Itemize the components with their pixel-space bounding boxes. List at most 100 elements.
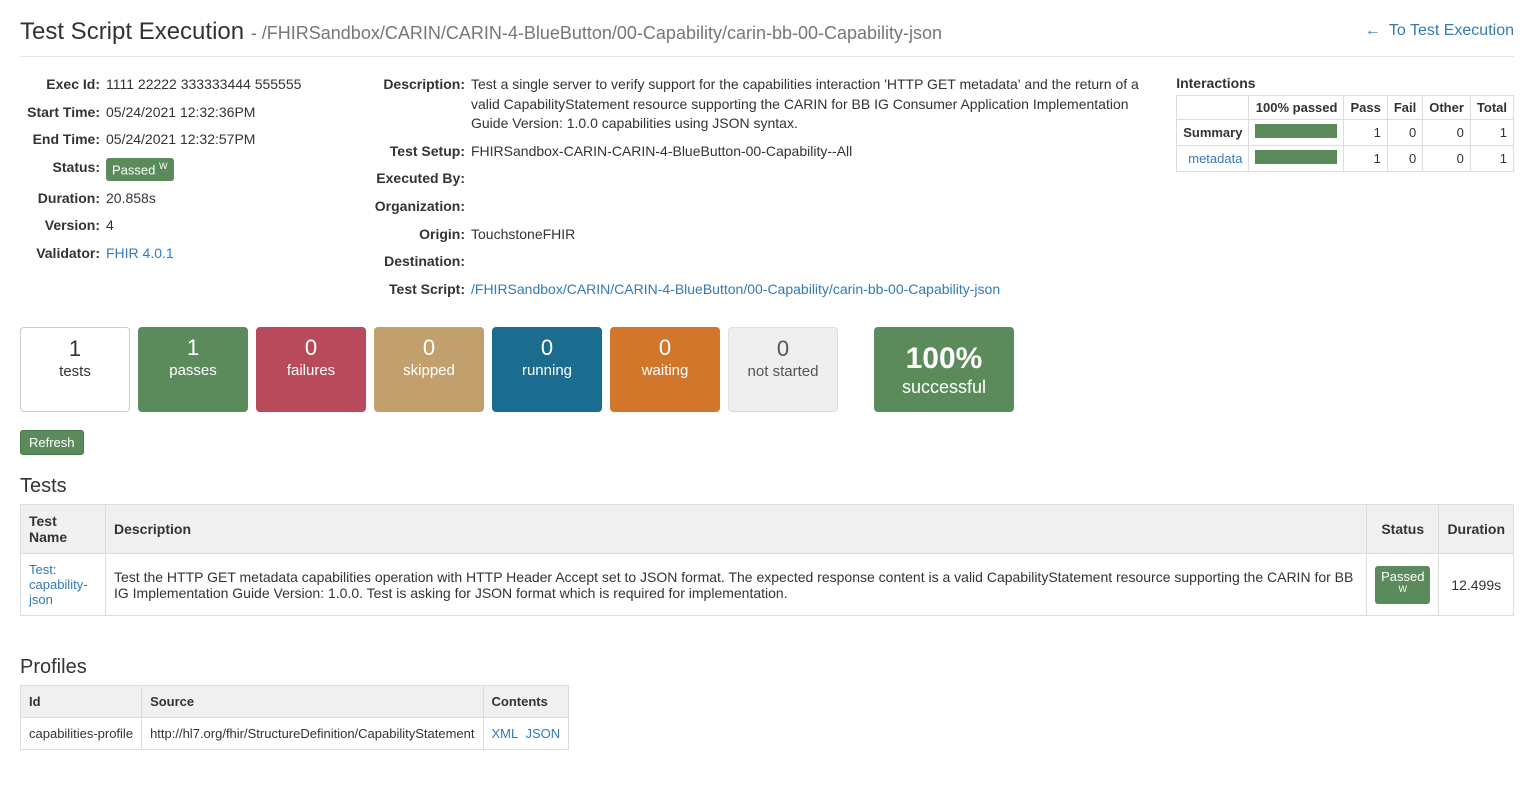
tile-skipped-num: 0 (378, 335, 480, 361)
origin-value: TouchstoneFHIR (471, 225, 1146, 245)
tile-passes[interactable]: 1 passes (138, 327, 248, 412)
version-label: Version: (20, 216, 100, 236)
int-header-total: Total (1470, 96, 1513, 120)
test-duration: 12.499s (1439, 554, 1514, 616)
refresh-button[interactable]: Refresh (20, 430, 84, 455)
end-time-label: End Time: (20, 130, 100, 150)
tile-running[interactable]: 0 running (492, 327, 602, 412)
test-script-label: Test Script: (370, 280, 465, 300)
tests-header-desc: Description (106, 505, 1367, 554)
test-setup-value: FHIRSandbox-CARIN-CARIN-4-BlueButton-00-… (471, 142, 1146, 162)
tile-failures[interactable]: 0 failures (256, 327, 366, 412)
pass-bar-icon (1255, 124, 1337, 138)
profile-xml-link[interactable]: XML (492, 726, 519, 741)
description-label: Description: (370, 75, 465, 134)
summary-tiles: 1 tests 1 passes 0 failures 0 skipped 0 … (20, 327, 1514, 412)
tests-section-title: Tests (20, 475, 1514, 498)
organization-value (471, 197, 1146, 217)
start-time-label: Start Time: (20, 103, 100, 123)
description-value: Test a single server to verify support f… (471, 75, 1146, 134)
profiles-header-id: Id (21, 686, 142, 718)
tile-skipped[interactable]: 0 skipped (374, 327, 484, 412)
profile-json-link[interactable]: JSON (525, 726, 560, 741)
tests-header-duration: Duration (1439, 505, 1514, 554)
duration-label: Duration: (20, 189, 100, 209)
int-fail: 0 (1387, 146, 1422, 172)
int-header-other: Other (1423, 96, 1471, 120)
start-time-value: 05/24/2021 12:32:36PM (106, 103, 340, 123)
version-value: 4 (106, 216, 340, 236)
tile-waiting-lbl: waiting (614, 362, 716, 379)
tile-success-num: 100% (878, 341, 1010, 377)
profiles-header-source: Source (142, 686, 483, 718)
interactions-table: 100% passed Pass Fail Other Total Summar… (1176, 95, 1514, 172)
test-description: Test the HTTP GET metadata capabilities … (106, 554, 1367, 616)
executed-by-value (471, 169, 1146, 189)
tile-skipped-lbl: skipped (378, 362, 480, 379)
executed-by-label: Executed By: (370, 169, 465, 189)
profile-source: http://hl7.org/fhir/StructureDefinition/… (142, 718, 483, 750)
tile-tests-lbl: tests (25, 363, 125, 380)
table-row: Test: capability-json Test the HTTP GET … (21, 554, 1514, 616)
meta-left-column: Exec Id: 1111 22222 333333444 555555 Star… (20, 75, 340, 271)
tests-table: Test Name Description Status Duration Te… (20, 504, 1514, 616)
int-row-name-link[interactable]: metadata (1177, 146, 1249, 172)
tile-failures-num: 0 (260, 335, 362, 361)
page-title-main: Test Script Execution (20, 18, 244, 45)
arrow-left-icon: ← (1365, 22, 1381, 39)
interactions-title: Interactions (1176, 75, 1514, 91)
tile-tests[interactable]: 1 tests (20, 327, 130, 412)
exec-id-label: Exec Id: (20, 75, 100, 95)
status-label: Status: (20, 158, 100, 181)
int-row-name: Summary (1177, 120, 1249, 146)
test-setup-label: Test Setup: (370, 142, 465, 162)
tile-notstarted-num: 0 (733, 336, 833, 362)
profiles-header-contents: Contents (483, 686, 569, 718)
interactions-row-summary: Summary 1 0 0 1 (1177, 120, 1514, 146)
int-fail: 0 (1387, 120, 1422, 146)
page-title: Test Script Execution - /FHIRSandbox/CAR… (20, 18, 942, 46)
tests-header-status: Status (1367, 505, 1439, 554)
tile-passes-lbl: passes (142, 362, 244, 379)
tile-waiting-num: 0 (614, 335, 716, 361)
to-test-execution-link[interactable]: ← To Test Execution (1365, 18, 1514, 40)
int-total: 1 (1470, 120, 1513, 146)
table-row: capabilities-profile http://hl7.org/fhir… (21, 718, 569, 750)
profiles-table: Id Source Contents capabilities-profile … (20, 685, 569, 750)
pass-bar-icon (1255, 150, 1337, 164)
organization-label: Organization: (370, 197, 465, 217)
validator-link[interactable]: FHIR 4.0.1 (106, 244, 340, 264)
to-test-execution-label: To Test Execution (1389, 22, 1514, 39)
tile-running-lbl: running (496, 362, 598, 379)
meta-mid-column: Description:Test a single server to veri… (370, 75, 1146, 307)
profile-id: capabilities-profile (21, 718, 142, 750)
tile-tests-num: 1 (25, 336, 125, 362)
validator-label: Validator: (20, 244, 100, 264)
status-badge: Passed W (106, 158, 174, 181)
tile-running-num: 0 (496, 335, 598, 361)
test-status-badge: Passed W (1375, 566, 1430, 605)
destination-value (471, 252, 1146, 272)
int-header-pass: Pass (1344, 96, 1387, 120)
tile-notstarted-lbl: not started (733, 363, 833, 380)
int-pass: 1 (1344, 146, 1387, 172)
origin-label: Origin: (370, 225, 465, 245)
test-script-link[interactable]: /FHIRSandbox/CARIN/CARIN-4-BlueButton/00… (471, 280, 1146, 300)
page-header: Test Script Execution - /FHIRSandbox/CAR… (20, 0, 1514, 57)
int-header-fail: Fail (1387, 96, 1422, 120)
int-other: 0 (1423, 120, 1471, 146)
end-time-value: 05/24/2021 12:32:57PM (106, 130, 340, 150)
tile-success-lbl: successful (878, 377, 1010, 398)
exec-id-value: 1111 22222 333333444 555555 (106, 75, 340, 95)
int-total: 1 (1470, 146, 1513, 172)
tile-waiting[interactable]: 0 waiting (610, 327, 720, 412)
int-pass: 1 (1344, 120, 1387, 146)
page-title-sub: - /FHIRSandbox/CARIN/CARIN-4-BlueButton/… (251, 23, 942, 43)
destination-label: Destination: (370, 252, 465, 272)
interactions-row-metadata: metadata 1 0 0 1 (1177, 146, 1514, 172)
tile-successful: 100% successful (874, 327, 1014, 412)
duration-value: 20.858s (106, 189, 340, 209)
tile-not-started[interactable]: 0 not started (728, 327, 838, 412)
tile-failures-lbl: failures (260, 362, 362, 379)
test-name-link[interactable]: Test: capability-json (21, 554, 106, 616)
